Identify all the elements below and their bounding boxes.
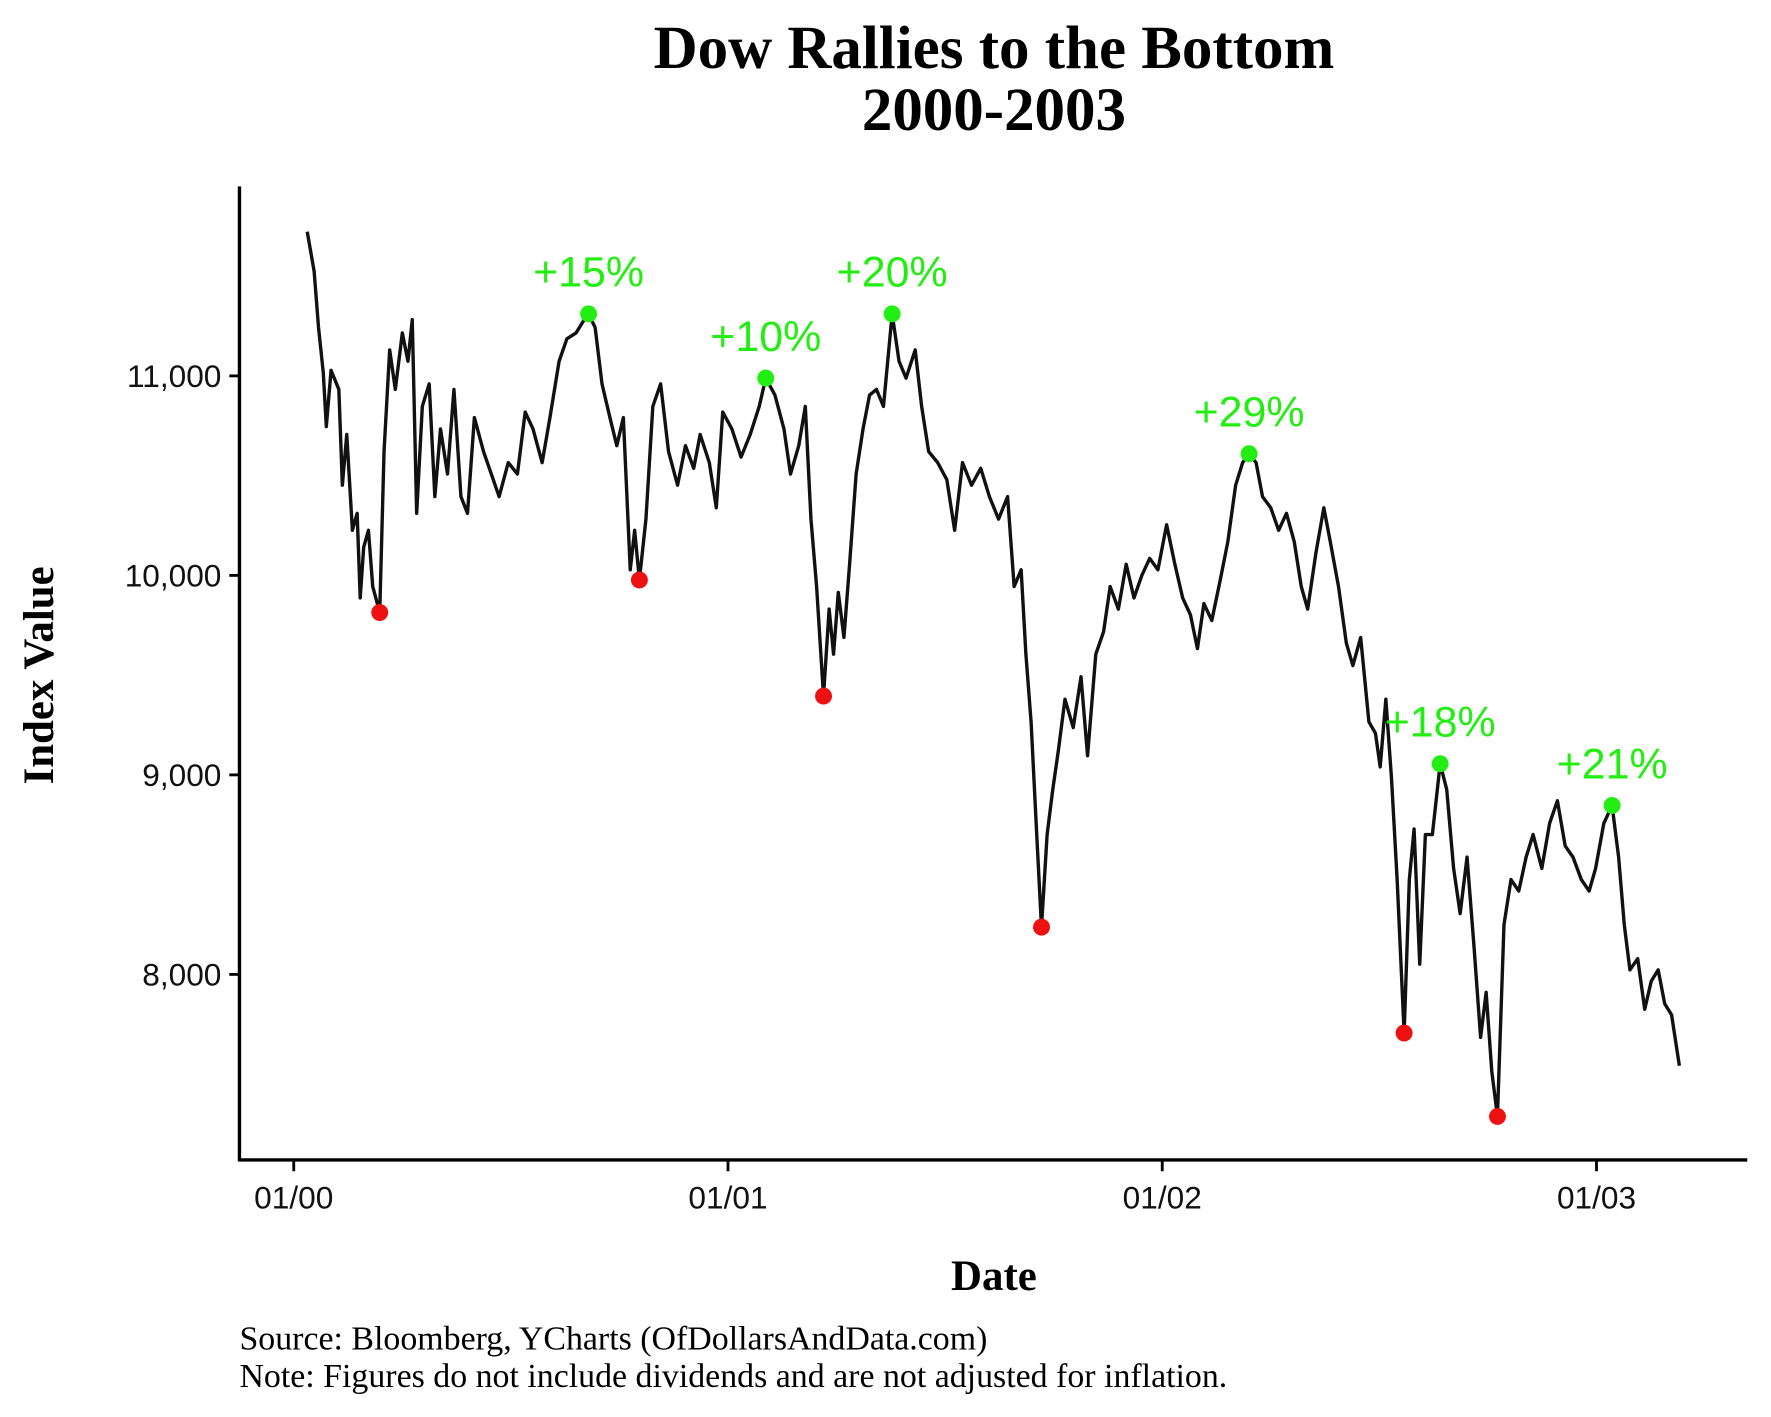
- y-axis-label: Index Value: [16, 566, 63, 784]
- peak-point: [1603, 796, 1621, 814]
- x-tick-label: 01/03: [1557, 1180, 1636, 1216]
- trough-point: [371, 604, 389, 621]
- trough-point: [1489, 1107, 1506, 1125]
- peak-point-label: +20%: [837, 249, 948, 297]
- footnote: Note: Figures do not include dividends a…: [239, 1358, 1227, 1395]
- trough-point: [1033, 918, 1050, 936]
- peak-point: [757, 369, 775, 387]
- chart-title: Dow Rallies to the Bottom: [654, 15, 1335, 82]
- chart-subtitle: 2000-2003: [862, 77, 1126, 144]
- peak-point: [580, 305, 598, 323]
- y-tick-label: 10,000: [125, 558, 222, 594]
- peak-point: [1431, 755, 1449, 773]
- x-axis-label: Date: [951, 1253, 1037, 1300]
- peak-point-label: +18%: [1385, 699, 1496, 747]
- peak-point-label: +29%: [1194, 389, 1305, 437]
- source-note: Source: Bloomberg, YCharts (OfDollarsAnd…: [239, 1321, 987, 1358]
- x-tick-label: 01/01: [688, 1180, 767, 1216]
- peak-point-label: +10%: [710, 313, 821, 361]
- peak-point: [883, 305, 901, 323]
- y-tick-label: 9,000: [142, 757, 221, 793]
- trough-point: [1395, 1024, 1413, 1042]
- trough-point: [815, 687, 832, 705]
- y-tick-label: 11,000: [127, 358, 221, 394]
- x-tick-label: 01/00: [254, 1180, 333, 1216]
- peak-point: [1240, 445, 1258, 463]
- peak-point-label: +15%: [533, 249, 644, 297]
- peak-point-label: +21%: [1557, 740, 1668, 788]
- y-tick-label: 8,000: [142, 957, 221, 993]
- trough-point: [630, 571, 648, 589]
- price-line: [305, 231, 1682, 1119]
- x-tick-label: 01/02: [1123, 1180, 1202, 1216]
